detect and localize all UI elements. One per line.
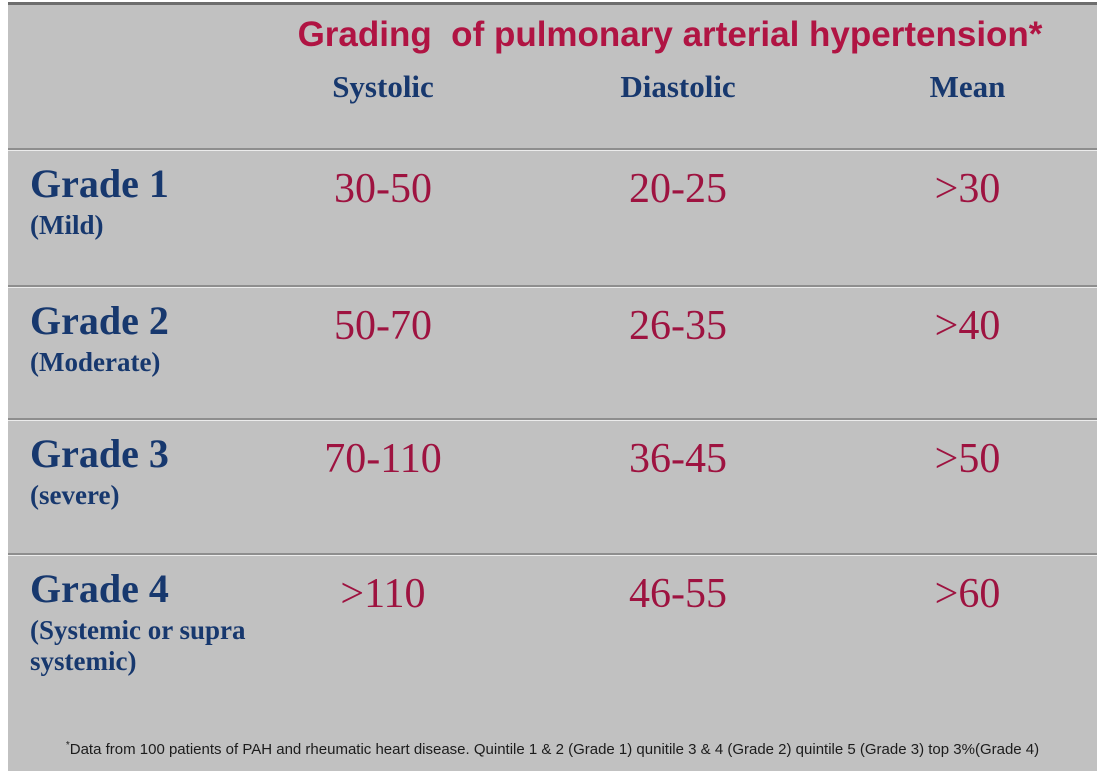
table-row: Grade 4 (Systemic or supra systemic) >11… [8, 556, 1097, 735]
column-header-mean: Mean [929, 69, 1006, 104]
grade-label: Grade 1 [30, 161, 169, 206]
row-separator [8, 285, 1097, 288]
mean-value: >30 [934, 166, 1001, 212]
column-header-row: Systolic Diastolic Mean [8, 69, 1097, 105]
grade-label: Grade 2 [30, 298, 169, 343]
grade-label: Grade 3 [30, 431, 169, 476]
column-header-diastolic: Diastolic [620, 69, 736, 104]
mean-value: >60 [934, 571, 1001, 617]
grading-table-panel: Grading of pulmonary arterial hypertensi… [8, 2, 1097, 771]
grade-cell: Grade 2 (Moderate) [8, 288, 248, 418]
table-header: Grading of pulmonary arterial hypertensi… [8, 5, 1097, 148]
diastolic-value: 20-25 [629, 166, 727, 212]
row-separator [8, 418, 1097, 421]
diastolic-value: 36-45 [629, 436, 727, 482]
grade-cell: Grade 1 (Mild) [8, 151, 248, 285]
column-header-spacer [8, 69, 248, 105]
grade-qualifier: (Mild) [30, 210, 104, 240]
footnote: *Data from 100 patients of PAH and rheum… [8, 735, 1097, 765]
page-title: Grading of pulmonary arterial hypertensi… [297, 15, 1043, 54]
systolic-value: 30-50 [334, 166, 432, 212]
grade-cell: Grade 4 (Systemic or supra systemic) [8, 556, 248, 735]
footnote-asterisk: * [65, 740, 70, 751]
diastolic-value: 26-35 [629, 303, 727, 349]
footnote-text: Data from 100 patients of PAH and rheuma… [69, 741, 1040, 758]
row-separator [8, 553, 1097, 556]
grade-qualifier: (severe) [30, 480, 120, 510]
systolic-value: 70-110 [324, 436, 442, 482]
diastolic-value: 46-55 [629, 571, 727, 617]
mean-value: >50 [934, 436, 1001, 482]
table-row: Grade 2 (Moderate) 50-70 26-35 >40 [8, 288, 1097, 418]
grade-qualifier: (Moderate) [30, 347, 161, 377]
systolic-value: 50-70 [334, 303, 432, 349]
row-separator [8, 148, 1097, 151]
grade-qualifier: (Systemic or supra systemic) [30, 615, 246, 677]
systolic-value: >110 [340, 571, 426, 617]
table-row: Grade 1 (Mild) 30-50 20-25 >30 [8, 151, 1097, 285]
grade-cell: Grade 3 (severe) [8, 421, 248, 553]
column-header-systolic: Systolic [332, 69, 434, 104]
grade-label: Grade 4 [30, 566, 169, 611]
mean-value: >40 [934, 303, 1001, 349]
table-row: Grade 3 (severe) 70-110 36-45 >50 [8, 421, 1097, 553]
